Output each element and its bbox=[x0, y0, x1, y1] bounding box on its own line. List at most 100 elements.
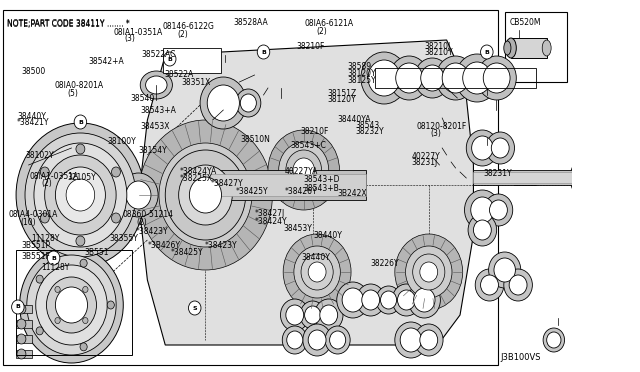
Circle shape bbox=[293, 158, 314, 182]
Text: 38154Y: 38154Y bbox=[138, 146, 167, 155]
Circle shape bbox=[159, 143, 252, 247]
Text: *38421Y: *38421Y bbox=[17, 118, 50, 127]
Text: 38589: 38589 bbox=[348, 62, 372, 71]
Circle shape bbox=[420, 65, 444, 91]
Text: 38351X: 38351X bbox=[182, 78, 211, 87]
Text: *38423Y: *38423Y bbox=[136, 227, 169, 236]
Circle shape bbox=[406, 246, 452, 298]
Circle shape bbox=[420, 330, 438, 350]
Text: 40227Y: 40227Y bbox=[412, 152, 440, 161]
Circle shape bbox=[415, 58, 450, 98]
Circle shape bbox=[472, 136, 493, 160]
Text: 38120Y: 38120Y bbox=[327, 95, 356, 104]
Bar bbox=[511, 38, 547, 58]
Circle shape bbox=[66, 179, 95, 211]
Circle shape bbox=[126, 181, 151, 209]
Circle shape bbox=[20, 247, 124, 363]
Text: B: B bbox=[484, 49, 489, 55]
Circle shape bbox=[400, 328, 422, 352]
Text: 38231J: 38231J bbox=[412, 158, 438, 167]
Circle shape bbox=[301, 254, 333, 290]
Text: 38440YA: 38440YA bbox=[337, 115, 371, 124]
Circle shape bbox=[408, 282, 440, 318]
Text: S: S bbox=[193, 305, 197, 311]
Text: 08120-8201F: 08120-8201F bbox=[416, 122, 467, 131]
Text: 38210F: 38210F bbox=[300, 127, 328, 136]
Text: 38522A: 38522A bbox=[164, 70, 194, 79]
Circle shape bbox=[488, 252, 521, 288]
Circle shape bbox=[337, 282, 369, 318]
Text: (2): (2) bbox=[177, 30, 188, 39]
Text: *38424Y: *38424Y bbox=[255, 217, 287, 225]
Circle shape bbox=[356, 284, 385, 316]
Circle shape bbox=[481, 275, 499, 295]
Text: 11128Y: 11128Y bbox=[41, 263, 70, 272]
Text: 38543+D: 38543+D bbox=[303, 175, 339, 184]
Circle shape bbox=[286, 150, 321, 190]
Circle shape bbox=[420, 262, 438, 282]
Ellipse shape bbox=[504, 41, 511, 55]
Circle shape bbox=[509, 275, 527, 295]
Circle shape bbox=[395, 322, 427, 358]
Circle shape bbox=[465, 190, 500, 230]
Bar bbox=[163, 48, 221, 73]
Circle shape bbox=[481, 45, 493, 59]
Circle shape bbox=[17, 349, 26, 359]
Text: *38427J: *38427J bbox=[255, 209, 285, 218]
Circle shape bbox=[484, 194, 513, 226]
Circle shape bbox=[577, 164, 602, 192]
Circle shape bbox=[188, 301, 201, 315]
Circle shape bbox=[320, 305, 338, 325]
Circle shape bbox=[397, 290, 415, 310]
Circle shape bbox=[80, 259, 87, 267]
Circle shape bbox=[34, 143, 127, 247]
Circle shape bbox=[25, 133, 136, 257]
Text: 3B551P: 3B551P bbox=[22, 241, 51, 250]
Circle shape bbox=[76, 144, 85, 154]
Circle shape bbox=[376, 286, 401, 314]
Circle shape bbox=[442, 63, 469, 93]
Circle shape bbox=[436, 56, 476, 100]
Circle shape bbox=[396, 63, 422, 93]
Bar bbox=[474, 172, 589, 183]
Text: 08IA1-0351A: 08IA1-0351A bbox=[29, 172, 79, 181]
Circle shape bbox=[305, 306, 321, 324]
Circle shape bbox=[381, 291, 397, 309]
Text: 08IA0-8201A: 08IA0-8201A bbox=[54, 81, 104, 90]
Circle shape bbox=[504, 269, 532, 301]
Text: 38542+A: 38542+A bbox=[88, 57, 124, 65]
Text: 08IA6-6121A: 08IA6-6121A bbox=[304, 19, 353, 28]
Circle shape bbox=[107, 301, 115, 309]
Circle shape bbox=[395, 234, 463, 310]
Text: 38231Y: 38231Y bbox=[483, 169, 512, 178]
Text: (2): (2) bbox=[136, 218, 147, 227]
Text: 38500: 38500 bbox=[22, 67, 46, 76]
Text: 38543+C: 38543+C bbox=[291, 141, 326, 150]
Text: CB520M: CB520M bbox=[509, 17, 541, 26]
Circle shape bbox=[474, 220, 492, 240]
Circle shape bbox=[456, 54, 499, 102]
Text: 3B242X: 3B242X bbox=[337, 189, 367, 198]
Bar bbox=[3, 10, 499, 365]
Circle shape bbox=[294, 246, 340, 298]
Circle shape bbox=[36, 265, 107, 345]
Text: 38232Y: 38232Y bbox=[356, 127, 384, 136]
Text: *38423Y: *38423Y bbox=[205, 241, 237, 250]
Circle shape bbox=[47, 277, 97, 333]
Circle shape bbox=[36, 327, 44, 335]
Circle shape bbox=[413, 288, 435, 312]
Circle shape bbox=[257, 45, 270, 59]
Text: (5): (5) bbox=[67, 89, 78, 97]
Text: 38510N: 38510N bbox=[240, 135, 270, 144]
Circle shape bbox=[83, 318, 88, 324]
Text: 38210Y: 38210Y bbox=[424, 48, 453, 57]
Circle shape bbox=[413, 254, 445, 290]
Bar bbox=[16, 250, 132, 355]
Circle shape bbox=[494, 258, 515, 282]
Circle shape bbox=[471, 197, 494, 223]
Circle shape bbox=[368, 60, 400, 96]
Circle shape bbox=[83, 286, 88, 292]
Text: 38540: 38540 bbox=[131, 94, 155, 103]
Circle shape bbox=[56, 287, 88, 323]
Text: B: B bbox=[78, 119, 83, 125]
